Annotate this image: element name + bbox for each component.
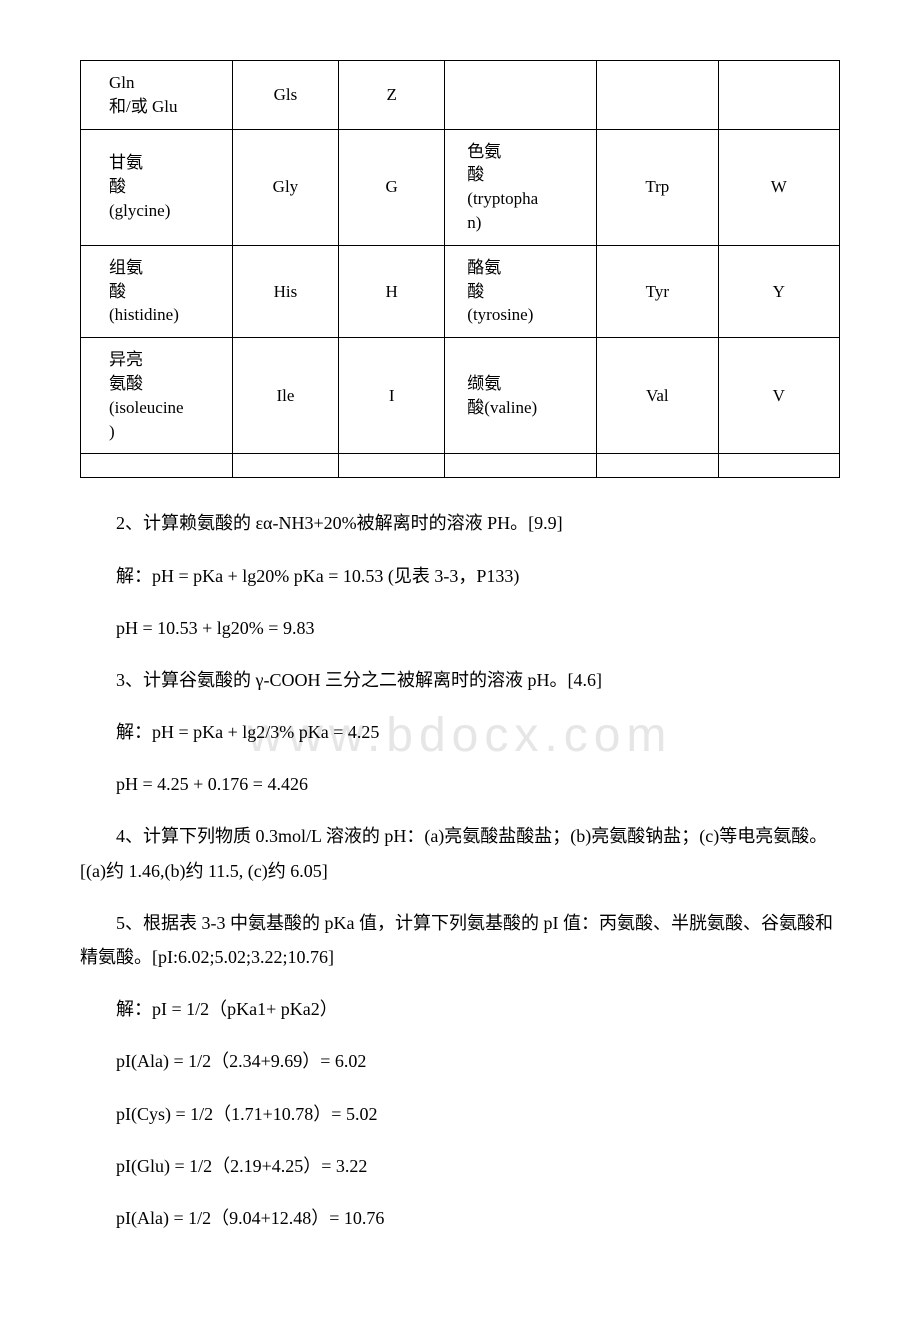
paragraph: pI(Cys) = 1/2（1.71+10.78）= 5.02	[80, 1097, 840, 1131]
table-cell	[232, 454, 338, 478]
table-cell: I	[339, 338, 445, 454]
table-cell: 色氨酸(tryptophan)	[445, 129, 597, 245]
table-cell: 异亮氨酸(isoleucine)	[81, 338, 233, 454]
paragraph: pI(Ala) = 1/2（9.04+12.48）= 10.76	[80, 1201, 840, 1235]
table-cell: 组氨酸(histidine)	[81, 245, 233, 337]
table-cell	[718, 61, 839, 130]
table-cell: Trp	[597, 129, 718, 245]
table-row: 异亮氨酸(isoleucine)IleI缬氨酸(valine)ValV	[81, 338, 840, 454]
table-cell	[597, 454, 718, 478]
paragraph: 解：pI = 1/2（pKa1+ pKa2）	[80, 992, 840, 1026]
table-cell: Ile	[232, 338, 338, 454]
table-body: Gln和/或 GluGlsZ甘氨酸(glycine)GlyG色氨酸(trypto…	[81, 61, 840, 478]
paragraph: 4、计算下列物质 0.3mol/L 溶液的 pH：(a)亮氨酸盐酸盐；(b)亮氨…	[80, 819, 840, 887]
table-cell: H	[339, 245, 445, 337]
table-cell: His	[232, 245, 338, 337]
table-cell: Gls	[232, 61, 338, 130]
table-cell	[445, 454, 597, 478]
table-cell: Gln和/或 Glu	[81, 61, 233, 130]
paragraph: pI(Ala) = 1/2（2.34+9.69）= 6.02	[80, 1044, 840, 1078]
paragraph: pH = 10.53 + lg20% = 9.83	[80, 611, 840, 645]
table-cell	[445, 61, 597, 130]
table-cell	[597, 61, 718, 130]
table-cell: Z	[339, 61, 445, 130]
table-cell: G	[339, 129, 445, 245]
amino-acid-table: Gln和/或 GluGlsZ甘氨酸(glycine)GlyG色氨酸(trypto…	[80, 60, 840, 478]
table-cell	[718, 454, 839, 478]
table-cell	[81, 454, 233, 478]
table-cell: V	[718, 338, 839, 454]
table-cell: Gly	[232, 129, 338, 245]
table-cell	[339, 454, 445, 478]
paragraph: 解：pH = pKa + lg20% pKa = 10.53 (见表 3-3，P…	[80, 559, 840, 593]
paragraph: 5、根据表 3-3 中氨基酸的 pKa 值，计算下列氨基酸的 pI 值：丙氨酸、…	[80, 906, 840, 974]
table-cell: Y	[718, 245, 839, 337]
table-cell: W	[718, 129, 839, 245]
paragraph: pH = 4.25 + 0.176 = 4.426	[80, 767, 840, 801]
table-cell: 缬氨酸(valine)	[445, 338, 597, 454]
table-cell: Tyr	[597, 245, 718, 337]
document-content: www.bdocx.com Gln和/或 GluGlsZ甘氨酸(glycine)…	[80, 60, 840, 1235]
table-cell: Val	[597, 338, 718, 454]
table-row	[81, 454, 840, 478]
table-cell: 甘氨酸(glycine)	[81, 129, 233, 245]
paragraph: pI(Glu) = 1/2（2.19+4.25）= 3.22	[80, 1149, 840, 1183]
table-row: Gln和/或 GluGlsZ	[81, 61, 840, 130]
paragraph: 解：pH = pKa + lg2/3% pKa = 4.25	[80, 715, 840, 749]
text-body: 2、计算赖氨酸的 εα-NH3+20%被解离时的溶液 PH。[9.9] 解：pH …	[80, 506, 840, 1235]
table-row: 甘氨酸(glycine)GlyG色氨酸(tryptophan)TrpW	[81, 129, 840, 245]
paragraph: 3、计算谷氨酸的 γ-COOH 三分之二被解离时的溶液 pH。[4.6]	[80, 663, 840, 697]
paragraph: 2、计算赖氨酸的 εα-NH3+20%被解离时的溶液 PH。[9.9]	[80, 506, 840, 540]
table-row: 组氨酸(histidine)HisH酪氨酸(tyrosine)TyrY	[81, 245, 840, 337]
table-cell: 酪氨酸(tyrosine)	[445, 245, 597, 337]
